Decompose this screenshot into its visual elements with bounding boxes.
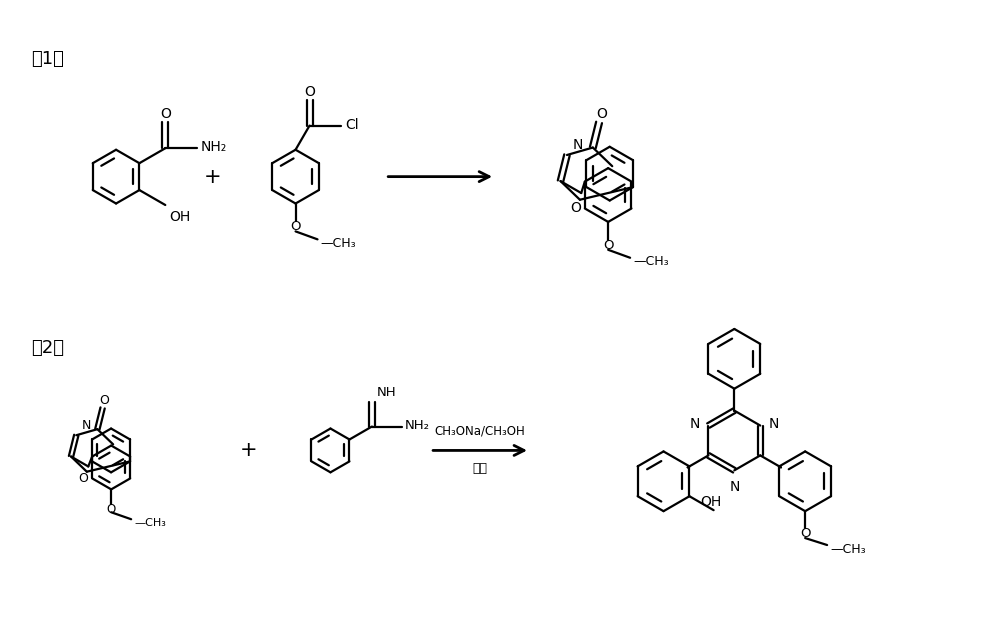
- Text: O: O: [596, 106, 607, 121]
- Text: O: O: [107, 503, 116, 516]
- Text: O: O: [570, 201, 581, 215]
- Text: （2）: （2）: [31, 339, 64, 357]
- Text: NH₂: NH₂: [200, 140, 226, 154]
- Text: +: +: [240, 440, 258, 460]
- Text: O: O: [100, 394, 109, 406]
- Text: —CH₃: —CH₃: [830, 542, 866, 556]
- Text: —CH₃: —CH₃: [633, 255, 669, 268]
- Text: （1）: （1）: [31, 50, 64, 68]
- Text: O: O: [603, 239, 613, 253]
- Text: O: O: [800, 526, 810, 540]
- Text: O: O: [304, 85, 315, 99]
- Text: O: O: [290, 220, 301, 233]
- Text: OH: OH: [169, 210, 191, 224]
- Text: NH₂: NH₂: [405, 419, 430, 432]
- Text: N: N: [81, 419, 91, 432]
- Text: CH₃ONa/CH₃OH: CH₃ONa/CH₃OH: [435, 424, 525, 437]
- Text: N: N: [768, 417, 779, 431]
- Text: 回流: 回流: [473, 462, 488, 475]
- Text: O: O: [78, 472, 88, 485]
- Text: OH: OH: [700, 495, 721, 509]
- Text: N: N: [729, 480, 740, 494]
- Text: N: N: [573, 138, 583, 152]
- Text: —CH₃: —CH₃: [134, 518, 166, 528]
- Text: NH: NH: [377, 386, 397, 399]
- Text: N: N: [690, 417, 700, 431]
- Text: +: +: [204, 167, 222, 187]
- Text: Cl: Cl: [345, 117, 359, 131]
- Text: O: O: [160, 108, 171, 121]
- Text: —CH₃: —CH₃: [321, 237, 356, 250]
